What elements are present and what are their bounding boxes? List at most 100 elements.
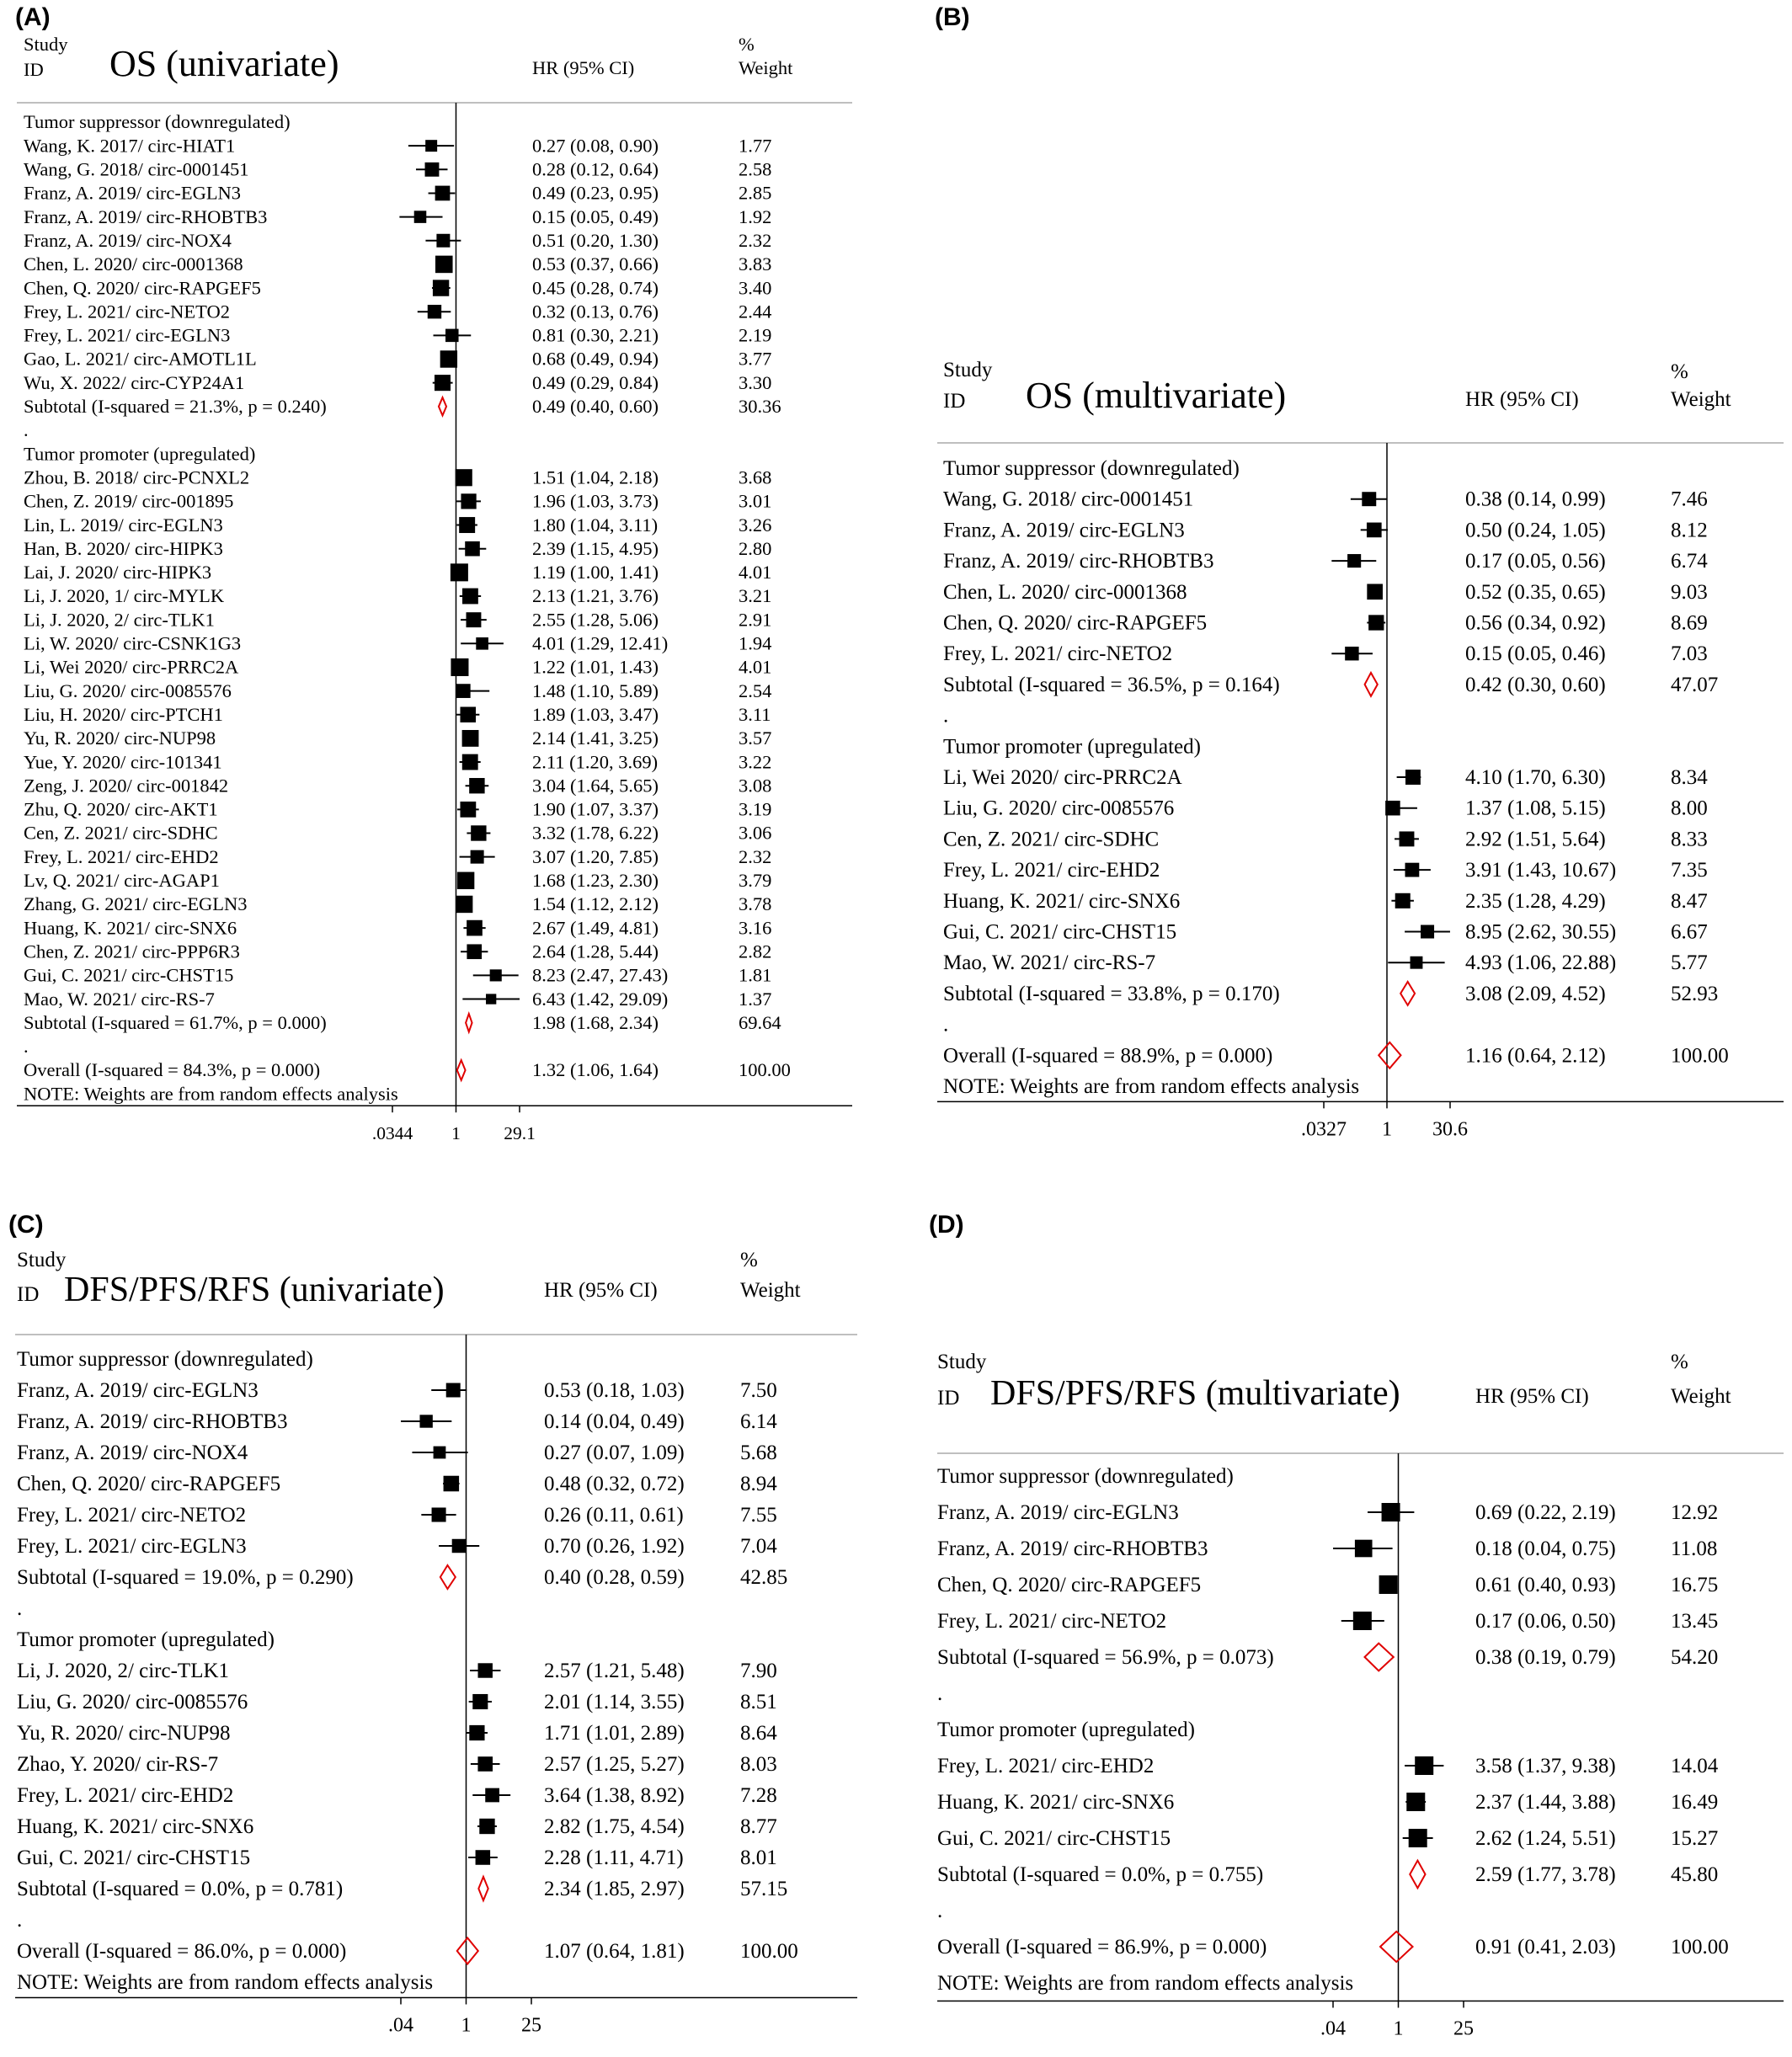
study-label: Frey, L. 2021/ circ-EHD2 [943,859,1160,882]
effect-square [472,1693,488,1710]
study-label: Gui, C. 2021/ circ-CHST15 [937,1827,1171,1850]
study-label: Frey, L. 2021/ circ-NETO2 [24,301,230,322]
hr-ci-text: 1.54 (1.12, 2.12) [532,893,659,914]
study-label: Franz, A. 2019/ circ-RHOBTB3 [943,550,1213,573]
study-label: Yu, R. 2020/ circ-NUP98 [17,1722,230,1745]
axis-tick-label: .0327 [1301,1118,1347,1140]
effect-square [425,140,438,152]
effect-square [1385,800,1400,816]
study-label: Chen, Q. 2020/ circ-RAPGEF5 [17,1473,280,1495]
axis-tick-label: .0344 [372,1123,413,1143]
effect-square [440,350,458,368]
hr-ci-text: 1.51 (1.04, 2.18) [532,466,659,488]
weight-value: 1.37 [739,989,771,1010]
weight-value: 2.44 [739,301,771,322]
study-label: Liu, H. 2020/ circ-PTCH1 [24,704,223,725]
header-id: ID [24,59,44,80]
study-label: Frey, L. 2021/ circ-EHD2 [17,1784,233,1807]
hr-ci-text: 3.07 (1.20, 7.85) [532,846,659,867]
group-heading: Tumor promoter (upregulated) [943,735,1201,758]
effect-square [1421,925,1435,939]
hr-ci-text: 0.28 (0.12, 0.64) [532,159,659,180]
weight-value: 3.83 [739,253,771,274]
weight-value: 7.55 [740,1504,777,1527]
weight-value: 3.57 [739,727,771,749]
hr-ci-text: 1.48 (1.10, 5.89) [532,680,659,701]
study-label: Huang, K. 2021/ circ-SNX6 [943,890,1180,913]
study-label: Chen, Z. 2019/ circ-001895 [24,491,233,512]
hr-ci-text: 3.32 (1.78, 6.22) [532,823,659,844]
subtotal-diamond [439,1564,456,1591]
study-label: Zhao, Y. 2020/ cir-RS-7 [17,1753,218,1776]
subtotal-diamond [465,1010,473,1035]
chart-title: DFS/PFS/RFS (univariate) [64,1271,445,1309]
hr-ci-text: 0.17 (0.05, 0.56) [1465,550,1606,573]
study-label: Franz, A. 2019/ circ-NOX4 [24,230,232,251]
effect-square [1395,893,1411,909]
study-label: Frey, L. 2021/ circ-NETO2 [943,642,1172,665]
effect-square [479,1818,495,1835]
hr-ci-text: 0.81 (0.30, 2.21) [532,325,659,346]
effect-square [467,919,483,936]
header-hr: HR (95% CI) [544,1279,658,1302]
study-label: Frey, L. 2021/ circ-EGLN3 [24,325,230,346]
hr-ci-text: 2.35 (1.28, 4.29) [1465,890,1606,913]
weight-value: 8.69 [1671,612,1708,635]
effect-square [1367,584,1383,600]
weight-value: 7.90 [740,1660,777,1682]
axis-tick-label: 1 [461,2015,472,2037]
weight-value: 69.64 [739,1012,781,1033]
effect-square [1399,831,1415,847]
weight-value: 42.85 [740,1566,787,1589]
subtotal-diamond [1409,1858,1427,1890]
study-label: Franz, A. 2019/ circ-RHOBTB3 [24,206,267,227]
study-label: Zhang, G. 2021/ circ-EGLN3 [24,893,248,914]
hr-ci-text: 0.49 (0.29, 0.84) [532,372,659,393]
effect-square [1415,1756,1434,1775]
effect-square [1362,492,1377,507]
weight-value: 2.58 [739,159,771,180]
group-separator: . [24,1036,29,1057]
weight-value: 6.74 [1671,550,1708,573]
hr-ci-text: 2.01 (1.14, 3.55) [544,1691,685,1713]
study-label: Chen, Q. 2020/ circ-RAPGEF5 [937,1574,1201,1596]
effect-square [1347,554,1362,568]
group-heading: Tumor promoter (upregulated) [24,443,255,464]
study-label: Franz, A. 2019/ circ-EGLN3 [24,183,241,204]
hr-ci-text: 0.48 (0.32, 0.72) [544,1473,685,1495]
group-heading: Tumor suppressor (downregulated) [17,1348,313,1371]
effect-square [1368,615,1384,631]
study-label: Gui, C. 2021/ circ-CHST15 [943,921,1176,944]
hr-ci-text: 0.53 (0.37, 0.66) [532,253,659,274]
subtotal-diamond [477,1874,489,1903]
hr-ci-text: 0.15 (0.05, 0.49) [532,206,659,227]
hr-ci-text: 2.13 (1.21, 3.76) [532,585,659,606]
hr-ci-text: 0.32 (0.13, 0.76) [532,301,659,322]
weight-value: 100.00 [1671,1044,1729,1067]
hr-ci-text: 0.61 (0.40, 0.93) [1475,1574,1616,1596]
hr-ci-text: 1.90 (1.07, 3.37) [532,799,659,820]
effect-square [445,1383,461,1398]
effect-square [1379,1575,1398,1594]
weight-value: 8.01 [740,1847,777,1869]
subtotal-label: Subtotal (I-squared = 19.0%, p = 0.290) [17,1566,354,1589]
effect-square [434,375,451,392]
study-label: Franz, A. 2019/ circ-RHOBTB3 [937,1537,1208,1560]
study-label: Li, Wei 2020/ circ-PRRC2A [24,657,239,678]
weight-value: 57.15 [740,1878,787,1900]
effect-square [477,1663,493,1678]
weights-note: NOTE: Weights are from random effects an… [24,1083,398,1104]
hr-ci-text: 2.59 (1.77, 3.78) [1475,1863,1616,1886]
header-study: Study [17,1249,67,1271]
study-label: Chen, L. 2020/ circ-0001368 [943,581,1187,604]
weight-value: 12.92 [1671,1501,1718,1524]
hr-ci-text: 4.93 (1.06, 22.88) [1465,951,1616,974]
study-label: Li, J. 2020, 1/ circ-MYLK [24,585,225,606]
study-label: Li, W. 2020/ circ-CSNK1G3 [24,633,241,654]
study-label: Huang, K. 2021/ circ-SNX6 [24,917,237,938]
effect-square [475,1850,491,1865]
study-label: Li, Wei 2020/ circ-PRRC2A [943,766,1182,789]
study-label: Chen, Q. 2020/ circ-RAPGEF5 [943,612,1207,635]
weight-value: 6.14 [740,1410,777,1433]
hr-ci-text: 0.14 (0.04, 0.49) [544,1410,685,1433]
